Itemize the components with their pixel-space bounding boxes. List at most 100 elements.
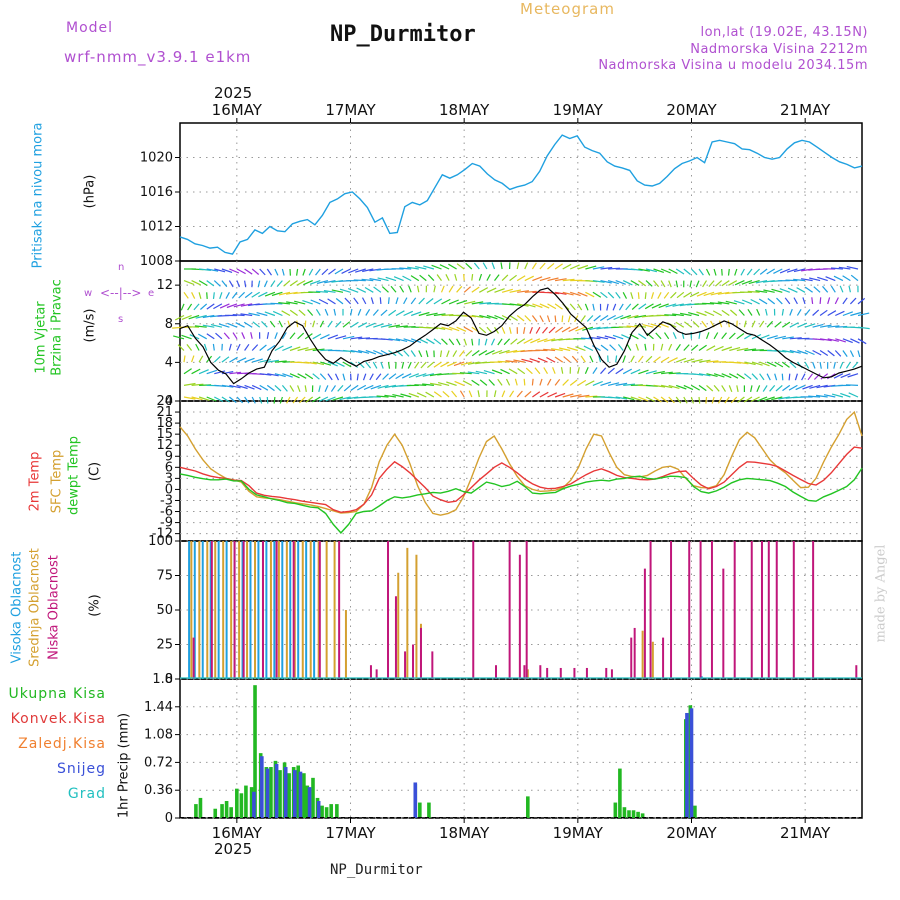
wind-arrow: [728, 385, 733, 393]
wind-arrow: [645, 355, 653, 363]
wind-arrow: [229, 356, 238, 363]
wind-arrow: [195, 343, 200, 351]
wind-arrow: [390, 285, 397, 293]
precip-bar-total: [305, 785, 310, 818]
wind-arrow: [771, 288, 783, 293]
wind-arrow: [774, 321, 782, 328]
wind-arrow: [762, 385, 768, 392]
xtick-label-bottom: 17MAY: [325, 824, 376, 842]
footer-station: NP_Durmitor: [330, 862, 423, 878]
wind-arrow: [705, 332, 710, 340]
wind-arrow: [187, 326, 200, 328]
wind-arrow: [547, 303, 557, 310]
wind-arrow: [839, 285, 844, 293]
wind-arrow: [454, 380, 465, 386]
wind-arrow: [571, 355, 579, 363]
wind-arrow: [653, 396, 662, 403]
wind-arrow: [789, 308, 793, 316]
wind-arrow: [296, 320, 299, 328]
wind-arrow: [740, 268, 745, 276]
wind-arrow: [251, 344, 259, 351]
wind-arrow: [615, 355, 618, 363]
wind-arrow: [458, 350, 465, 357]
wind-arrow: [324, 308, 329, 316]
wind-arrow: [266, 384, 275, 392]
wind-arrow: [668, 384, 680, 389]
wind-arrow: [236, 396, 244, 404]
wind-arrow: [415, 266, 427, 270]
wind-arrow: [223, 332, 230, 340]
wind-arrow: [817, 276, 828, 282]
wind-arrow: [554, 315, 557, 323]
wind-arrow: [488, 379, 495, 386]
wind-arrow: [668, 372, 681, 375]
wind-arrow: [833, 361, 836, 369]
wind-arrow: [433, 361, 442, 368]
model-label: Model: [66, 20, 114, 36]
wind-arrow: [631, 303, 639, 310]
wind-arrow: [219, 303, 230, 309]
wind-arrow: [327, 334, 339, 340]
wind-arrow: [200, 303, 208, 310]
wind-arrow: [278, 291, 291, 296]
wind-arrow: [229, 396, 237, 403]
legend-frz-rain: Zaledj.Kisa: [18, 736, 106, 752]
wind-arrow: [688, 312, 700, 317]
wind-arrow: [274, 360, 287, 363]
wind-arrow: [426, 312, 438, 317]
wind-arrow: [516, 315, 525, 322]
wind-arrow: [848, 392, 859, 398]
wind-arrow: [281, 385, 288, 392]
wind-arrow: [728, 280, 738, 286]
wind-arrow: [500, 368, 510, 375]
wind-arrow: [312, 348, 325, 352]
wind-arrow: [467, 371, 480, 375]
wind-arrow: [683, 291, 692, 298]
wind-arrow: [422, 383, 434, 386]
legend-snow: Snijeg: [56, 761, 106, 777]
ytick-label-temperature: 12: [156, 438, 173, 453]
wind-arrow: [395, 297, 399, 305]
ytick-label-precip: 0.36: [144, 783, 173, 798]
wind-arrow: [645, 280, 653, 287]
wind-arrow: [298, 309, 306, 316]
precip-bar-total: [636, 811, 640, 818]
wind-arrow: [563, 356, 571, 363]
wind-arrow: [804, 286, 813, 293]
compass-s: s: [118, 314, 124, 325]
wind-arrow: [596, 336, 609, 340]
wind-arrow: [709, 302, 722, 305]
precip-bar-snow: [274, 763, 279, 818]
wind-arrow: [793, 297, 798, 305]
wind-arrow: [668, 343, 673, 351]
wind-arrow: [384, 394, 397, 398]
wind-arrow: [251, 384, 262, 391]
wind-arrow: [346, 396, 359, 400]
wind-arrow: [410, 297, 417, 305]
wind-arrow: [701, 320, 707, 328]
wind-arrow: [781, 321, 791, 328]
wind-arrow: [727, 320, 730, 328]
ytick-label-cloud: 25: [156, 638, 173, 653]
wind-arrow: [509, 303, 522, 307]
wind-arrow: [721, 373, 732, 379]
precip-bar-snow: [252, 791, 256, 818]
wind-arrow: [342, 321, 351, 328]
wind-arrow: [537, 357, 548, 363]
wind-arrow: [615, 280, 626, 285]
precip-bar-total: [269, 767, 273, 818]
compass-e: e: [148, 288, 155, 299]
wind-arrow: [235, 322, 245, 328]
wind-arrow: [333, 308, 337, 316]
wind-arrow: [592, 367, 598, 375]
wind-arrow: [577, 264, 589, 270]
wind-arrow: [789, 337, 802, 340]
wind-arrow: [672, 332, 677, 340]
wind-arrow: [241, 332, 246, 340]
wind-arrow: [626, 343, 632, 351]
wind-arrow: [420, 361, 427, 369]
wind-arrow: [342, 349, 355, 353]
wind-arrow: [819, 349, 829, 357]
wind-arrow: [370, 297, 374, 305]
wind-arrow: [323, 290, 336, 293]
